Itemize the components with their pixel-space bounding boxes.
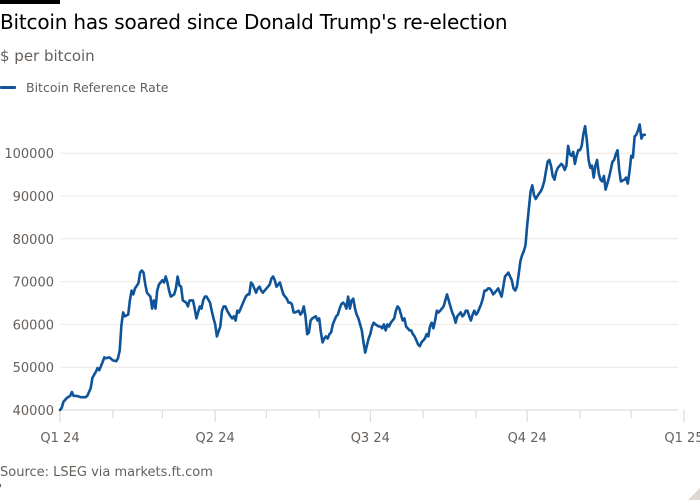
legend-line-swatch-icon <box>0 86 16 89</box>
x-tick-label: Q1 24 <box>40 431 79 446</box>
x-tick-label: Q4 24 <box>508 431 547 446</box>
x-tick-label: Q3 24 <box>351 431 390 446</box>
x-tick-label: Q2 24 <box>196 431 235 446</box>
corner-fold-icon <box>688 488 700 500</box>
legend: Bitcoin Reference Rate <box>0 80 168 95</box>
y-gridlines <box>60 152 678 368</box>
chart-title: Bitcoin has soared since Donald Trump's … <box>0 10 508 34</box>
footer-mark <box>0 484 1 487</box>
y-tick-label: 50000 <box>13 361 54 376</box>
chart-subtitle: $ per bitcoin <box>0 47 95 65</box>
x-tick-label: Q1 25 <box>664 431 700 446</box>
y-axis-tick-labels: 40000 50000 60000 70000 80000 90000 100000 <box>4 147 54 419</box>
x-axis: Q1 24 Q2 24 Q3 24 Q4 24 Q1 25 <box>40 409 700 446</box>
y-tick-label: 60000 <box>13 318 54 333</box>
y-tick-label: 40000 <box>13 404 54 419</box>
bitcoin-price-line <box>58 123 647 412</box>
source-note: Source: LSEG via markets.ft.com <box>0 465 213 480</box>
legend-label: Bitcoin Reference Rate <box>26 80 169 95</box>
y-tick-label: 90000 <box>13 190 54 205</box>
y-tick-label: 80000 <box>13 233 54 248</box>
brand-top-bar <box>0 0 60 4</box>
y-tick-label: 70000 <box>13 276 54 291</box>
y-tick-label: 100000 <box>4 147 54 162</box>
